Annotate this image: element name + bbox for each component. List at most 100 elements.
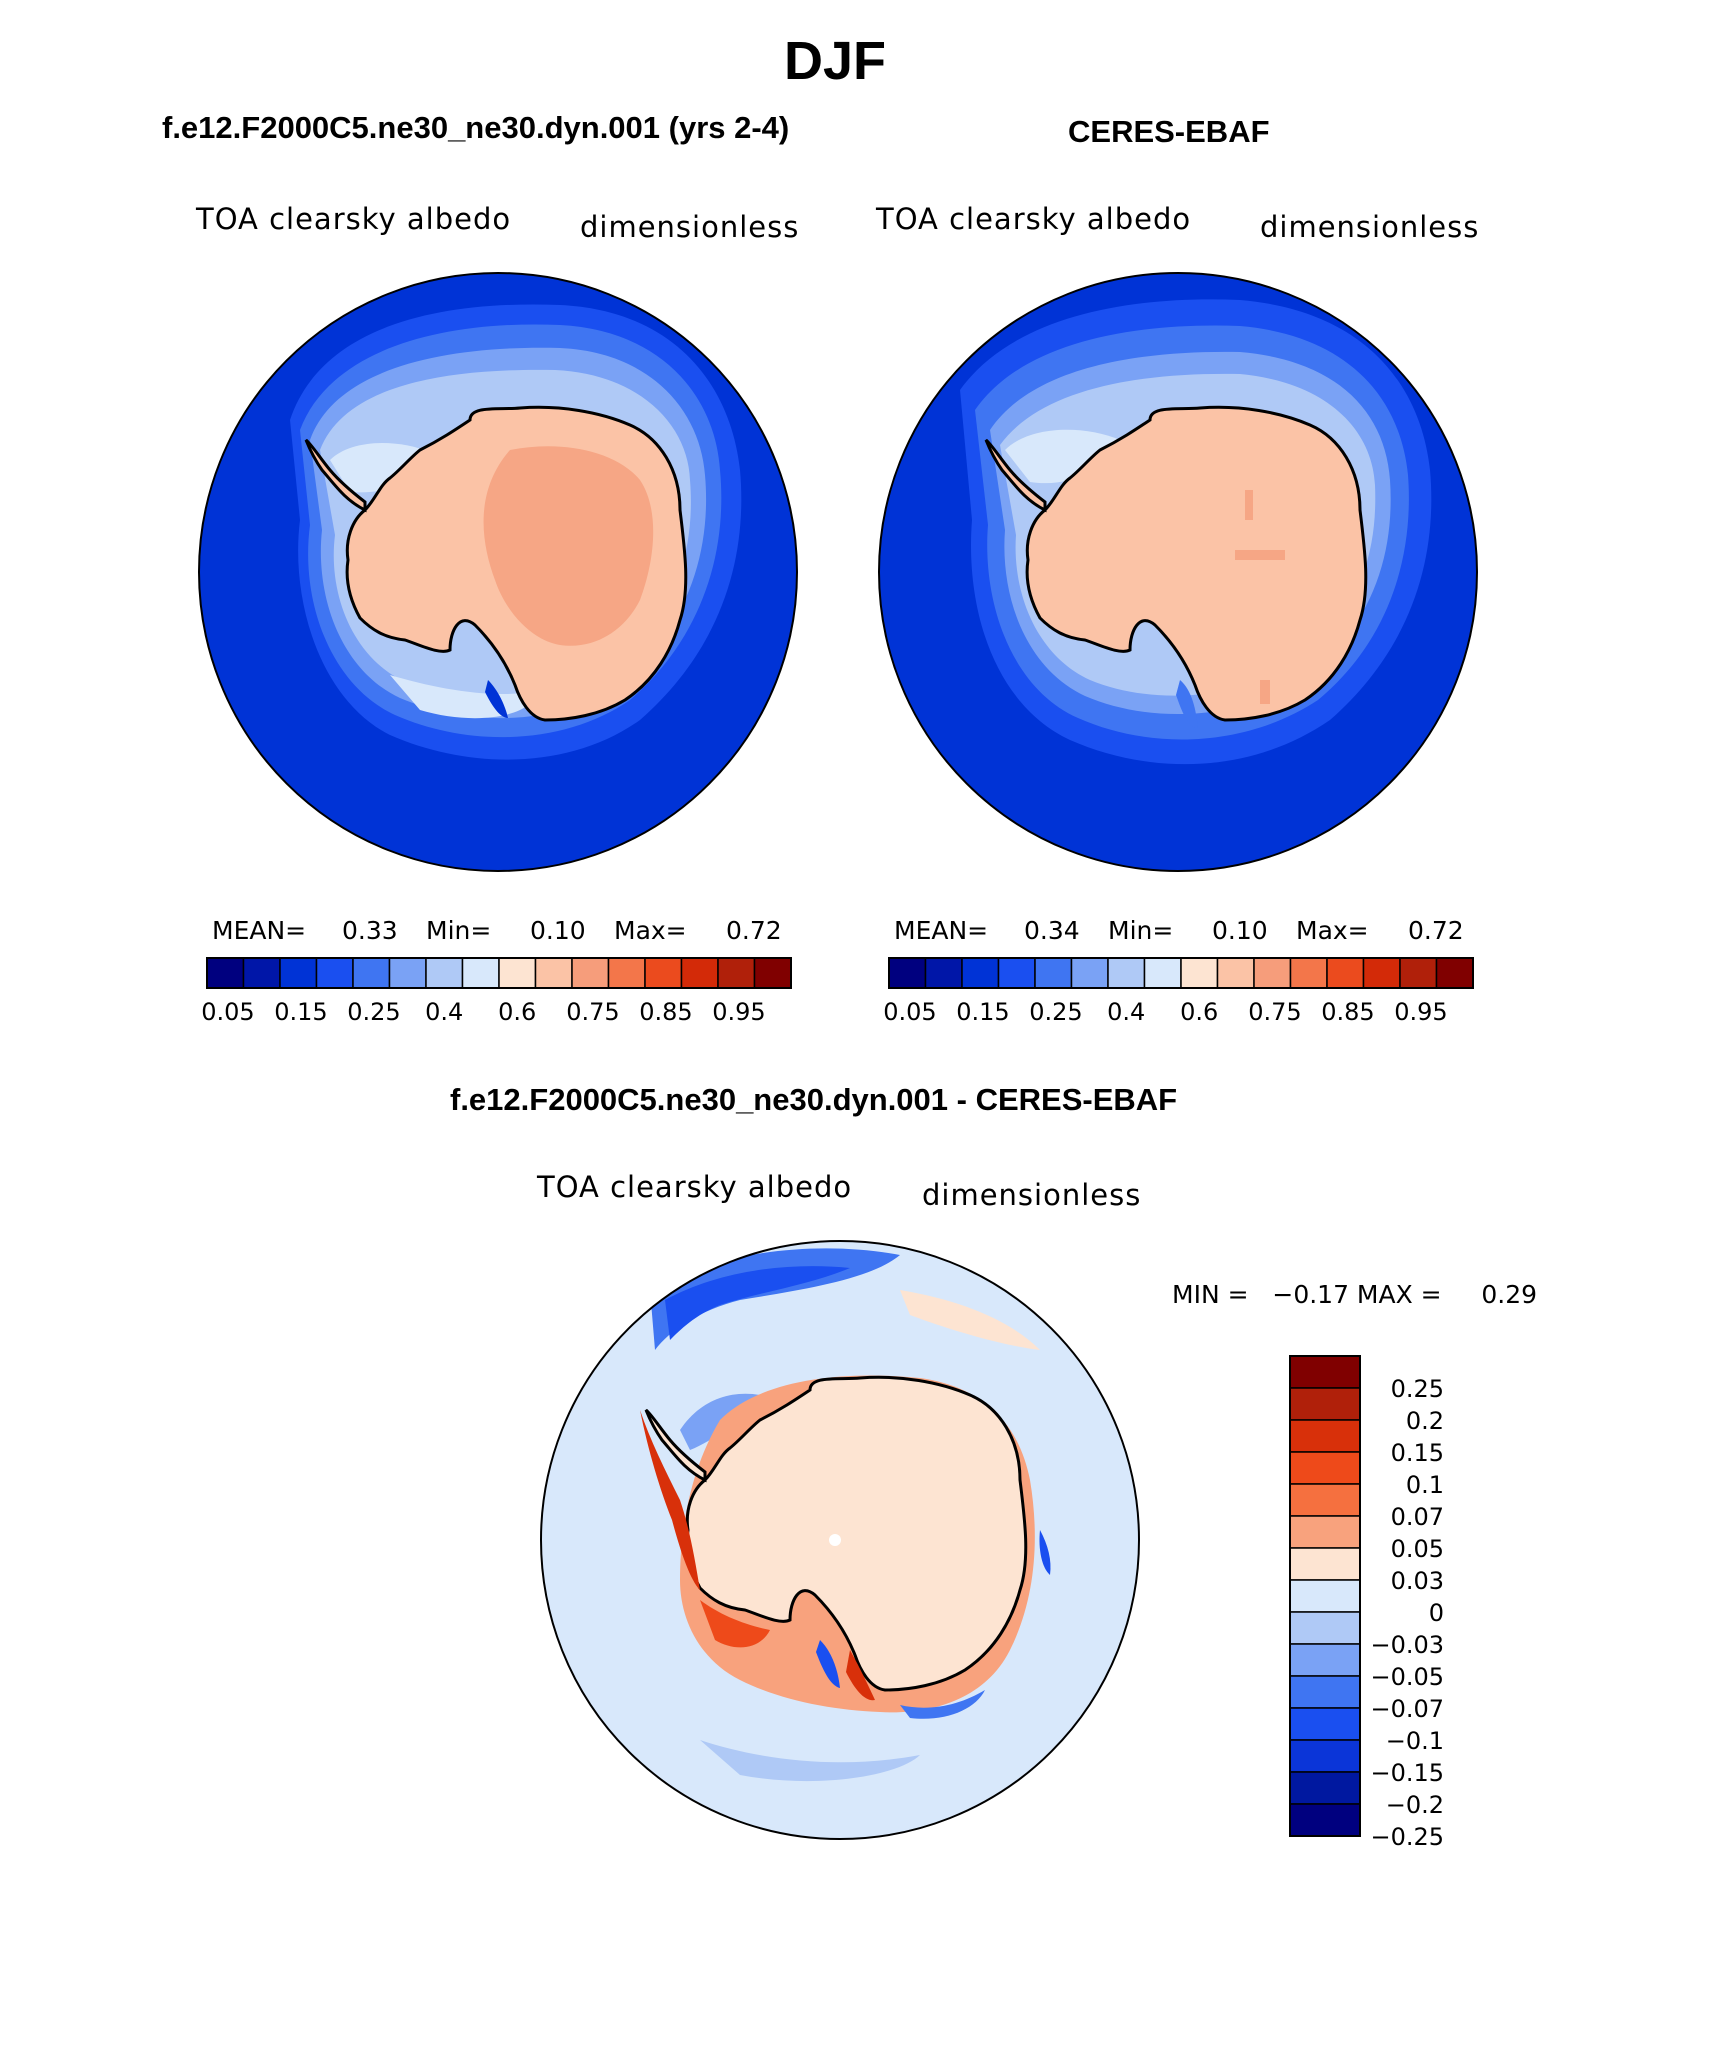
colorbar-tick-label: 0.15 <box>1390 1439 1444 1467</box>
pos-patch-ross <box>846 1650 875 1701</box>
panel-1-min-value: 0.10 <box>530 916 586 945</box>
colorbar-swatch <box>461 957 500 989</box>
colorbar-tick-label: 0.1 <box>1405 1471 1444 1499</box>
pos-patch-southwest <box>700 1600 770 1648</box>
colorbar-swatch <box>1289 1355 1361 1389</box>
neg-ring-south <box>700 1740 920 1782</box>
pole-marker <box>829 1534 841 1546</box>
colorbar-tick-label: 0.15 <box>274 998 328 1026</box>
colorbar-tick-label: 0.6 <box>498 998 537 1026</box>
colorbar-tick-label: 0.75 <box>1248 998 1302 1026</box>
pos-patch-ne <box>900 1290 1040 1350</box>
panel-1-max-label: Max= <box>614 916 687 945</box>
colorbar-tick-label: 0.25 <box>1029 998 1083 1026</box>
colorbar-tick-label: −0.1 <box>1385 1727 1444 1755</box>
colorbar-swatch <box>1289 1515 1361 1549</box>
ross-channel <box>485 680 508 718</box>
panel-2-min-label: Min= <box>1108 916 1174 945</box>
colorbar-obs <box>888 957 1474 989</box>
colorbar-tick-label: 0.95 <box>712 998 766 1026</box>
panel-1-min-label: Min= <box>426 916 492 945</box>
neg-patch-east <box>1039 1530 1051 1575</box>
panel-2-min-value: 0.10 <box>1212 916 1268 945</box>
colorbar-difference <box>1289 1355 1361 1837</box>
diff-minmax: MIN = −0.17 MAX = 0.29 <box>1172 1280 1538 1309</box>
panel-1-max-value: 0.72 <box>726 916 782 945</box>
panel-2-units: dimensionless <box>1260 210 1480 244</box>
neg-band-north-deep <box>665 1266 850 1340</box>
colorbar-obs-labels: 0.05 0.15 0.25 0.4 0.6 0.75 0.85 0.95 <box>883 998 1473 1028</box>
colorbar-swatch <box>1399 957 1438 989</box>
colorbar-swatch <box>1289 1675 1361 1709</box>
figure-title: DJF <box>783 31 886 91</box>
colorbar-tick-label: 0.6 <box>1180 998 1219 1026</box>
panel-2-mean-value: 0.34 <box>1024 916 1080 945</box>
panel-1-variable: TOA clearsky albedo <box>196 202 512 236</box>
colorbar-swatch <box>1216 957 1255 989</box>
colorbar-tick-label: −0.05 <box>1370 1663 1444 1691</box>
peninsula <box>304 438 367 513</box>
ross-channel <box>1176 680 1198 728</box>
panel-1-heading: f.e12.F2000C5.ne30_ne30.dyn.001 (yrs 2-4… <box>162 110 790 145</box>
colorbar-swatch <box>1289 1387 1361 1421</box>
colorbar-tick-label: 0.25 <box>347 998 401 1026</box>
colorbar-tick-label: 0.15 <box>956 998 1010 1026</box>
colorbar-tick-label: −0.25 <box>1370 1823 1444 1851</box>
land-core-high <box>483 446 654 646</box>
colorbar-swatch <box>1289 1451 1361 1485</box>
colorbar-tick-label: −0.07 <box>1370 1695 1444 1723</box>
diff-variable: TOA clearsky albedo <box>537 1170 853 1204</box>
colorbar-swatch <box>1289 1739 1361 1773</box>
land-stripe <box>1260 680 1270 704</box>
colorbar-model-labels: 0.05 0.15 0.25 0.4 0.6 0.75 0.85 0.95 <box>201 998 791 1028</box>
colorbar-tick-label: 0.05 <box>201 998 255 1026</box>
colorbar-swatch <box>1289 1803 1361 1837</box>
colorbar-swatch <box>1289 1419 1361 1453</box>
colorbar-tick-label: −0.03 <box>1370 1631 1444 1659</box>
colorbar-tick-label: 0.85 <box>639 998 693 1026</box>
colorbar-swatch <box>1289 1643 1361 1677</box>
colorbar-tick-label: 0.95 <box>1394 998 1448 1026</box>
colorbar-swatch <box>1289 1771 1361 1805</box>
land-stripe <box>1245 490 1253 520</box>
colorbar-swatch <box>1289 1707 1361 1741</box>
colorbar-swatch <box>1289 1579 1361 1613</box>
colorbar-swatch <box>425 957 464 989</box>
colorbar-tick-label: −0.15 <box>1370 1759 1444 1787</box>
panel-2-variable: TOA clearsky albedo <box>876 202 1192 236</box>
colorbar-difference-labels: 0.25 0.2 0.15 0.1 0.07 0.05 0.03 0 −0.03 −0.05 −0.… <box>1364 1356 1484 1851</box>
colorbar-tick-label: −0.2 <box>1385 1791 1444 1819</box>
colorbar-tick-label: 0.85 <box>1321 998 1375 1026</box>
colorbar-tick-label: 0.75 <box>566 998 620 1026</box>
colorbar-tick-label: 0 <box>1428 1599 1444 1627</box>
colorbar-swatch <box>1034 957 1073 989</box>
colorbar-tick-label: 0.2 <box>1405 1407 1444 1435</box>
panel-2-max-label: Max= <box>1296 916 1369 945</box>
panel-1-mean-value: 0.33 <box>342 916 398 945</box>
colorbar-swatch <box>1289 1611 1361 1645</box>
colorbar-tick-label: 0.07 <box>1390 1503 1444 1531</box>
colorbar-tick-label: 0.03 <box>1390 1567 1444 1595</box>
panel-2-max-value: 0.72 <box>1408 916 1464 945</box>
peninsula <box>644 1408 707 1483</box>
panel-1-units: dimensionless <box>580 210 800 244</box>
peninsula <box>984 438 1047 513</box>
neg-patch-se <box>900 1690 985 1719</box>
colorbar-swatch <box>1289 1547 1361 1581</box>
colorbar-tick-label: 0.4 <box>425 998 464 1026</box>
panel-2-mean-label: MEAN= <box>894 916 989 945</box>
land-stripe <box>1235 550 1285 560</box>
colorbar-swatch <box>388 957 427 989</box>
diff-units: dimensionless <box>922 1178 1142 1212</box>
colorbar-tick-label: 0.4 <box>1107 998 1146 1026</box>
diff-heading: f.e12.F2000C5.ne30_ne30.dyn.001 - CERES-… <box>450 1082 1178 1117</box>
colorbar-model <box>206 957 792 989</box>
colorbar-tick-label: 0.05 <box>1390 1535 1444 1563</box>
panel-2-heading: CERES-EBAF <box>1068 114 1270 149</box>
colorbar-swatch <box>1289 1483 1361 1517</box>
panel-1-mean-label: MEAN= <box>212 916 307 945</box>
pos-strip-west <box>640 1410 700 1590</box>
colorbar-tick-label: 0.05 <box>883 998 937 1026</box>
